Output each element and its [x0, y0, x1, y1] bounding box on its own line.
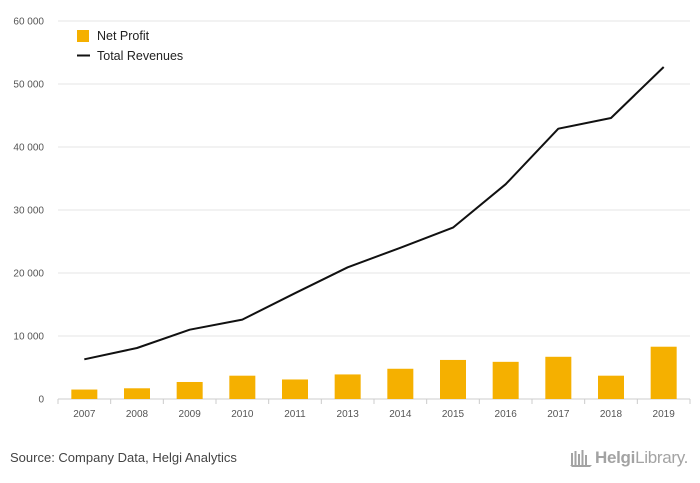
y-tick-label: 20 000 [13, 269, 44, 280]
x-tick-label: 2017 [547, 409, 570, 420]
y-tick-label: 0 [38, 395, 44, 406]
x-tick-label: 2019 [653, 409, 676, 420]
net-profit-bar [492, 361, 519, 399]
y-tick-label: 60 000 [13, 17, 44, 28]
net-profit-bar [545, 356, 572, 399]
x-tick-label: 2014 [389, 409, 412, 420]
net-profit-bar [440, 359, 466, 399]
net-profit-bar [598, 375, 624, 399]
grid-lines [58, 20, 690, 400]
net-profit-bar [387, 368, 414, 399]
legend-label-total-revenues: Total Revenues [97, 49, 183, 63]
y-tick-label: 40 000 [13, 143, 44, 154]
logo-helgi: Helgi [595, 448, 636, 467]
x-tick-label: 2015 [442, 409, 465, 420]
x-tick-label: 2008 [126, 409, 149, 420]
legend: Net Profit Total Revenues [77, 29, 183, 63]
x-tick-label: 2011 [284, 409, 306, 420]
net-profit-bar [71, 389, 98, 399]
source-note: Source: Company Data, Helgi Analytics [10, 450, 237, 465]
net-profit-bar [650, 346, 677, 399]
legend-swatch-net-profit [77, 30, 89, 42]
x-tick-label: 2016 [495, 409, 518, 420]
total-revenues-line-layer [84, 66, 665, 361]
x-tick-label: 2018 [600, 409, 623, 420]
net-profit-bar [229, 375, 256, 399]
y-axis: 0 10 000 20 000 30 000 40 000 50 000 60 000 [13, 17, 44, 406]
net-profit-bar [176, 381, 203, 399]
x-tick-label: 2013 [337, 409, 360, 420]
y-tick-label: 10 000 [13, 332, 44, 343]
net-profit-bars [71, 346, 677, 399]
legend-label-net-profit: Net Profit [97, 29, 150, 43]
net-profit-bar [124, 388, 150, 399]
x-tick-label: 2009 [179, 409, 202, 420]
net-profit-bar [334, 374, 361, 399]
logo-library: Library. [635, 448, 689, 467]
total-revenues-line [84, 66, 665, 361]
y-tick-label: 30 000 [13, 206, 44, 217]
y-tick-label: 50 000 [13, 80, 44, 91]
net-profit-bar [282, 379, 308, 399]
x-axis: 2007 2008 2009 2010 2011 2013 2014 2015 2016 2017… [57, 399, 691, 420]
helgi-library-logo: HelgiLibrary. [570, 448, 688, 468]
library-icon [570, 450, 592, 467]
x-tick-label: 2010 [231, 409, 254, 420]
x-tick-label: 2007 [73, 409, 96, 420]
